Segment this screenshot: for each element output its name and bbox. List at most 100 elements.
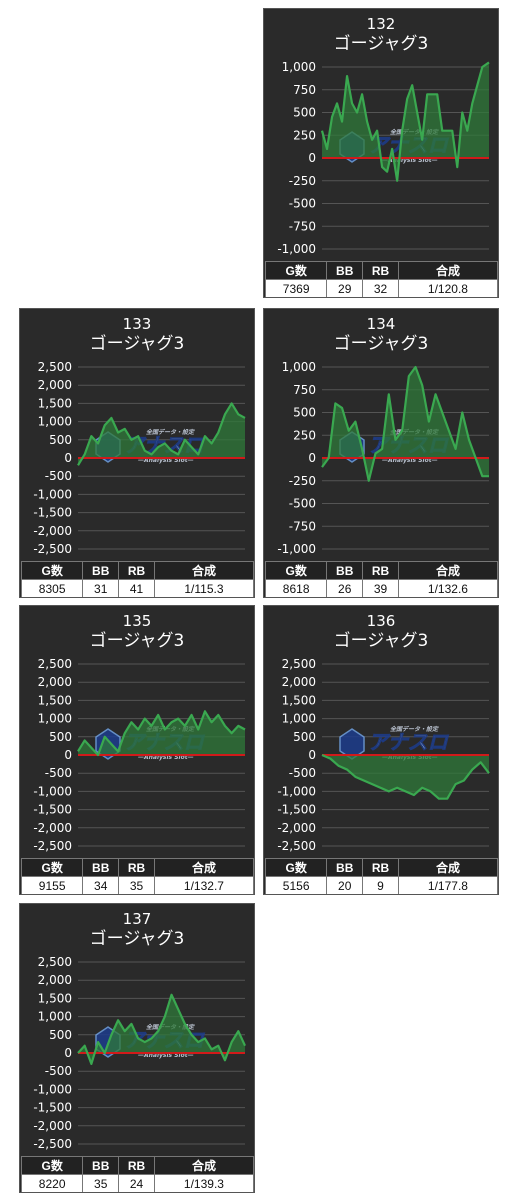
rb-value: 35	[118, 876, 155, 894]
y-tick-label: 2,000	[38, 973, 72, 987]
y-tick-label: -1,000	[33, 784, 72, 798]
rb-header: RB	[362, 561, 399, 580]
y-tick-label: 2,000	[38, 675, 72, 689]
bb-header: BB	[326, 561, 364, 580]
series-line	[77, 710, 246, 757]
y-tick-label: -750	[289, 219, 316, 233]
stats-table: G数 BB RB 合成 8618 26 39 1/132.6	[264, 561, 498, 597]
y-tick-label: 250	[293, 128, 316, 142]
stats-table: G数 BB RB 合成 8220 35 24 1/139.3	[20, 1156, 254, 1192]
bb-value: 35	[82, 1174, 120, 1192]
games-value: 8220	[20, 1174, 84, 1192]
games-value: 5156	[264, 876, 328, 894]
stats-table: G数 BB RB 合成 8305 31 41 1/115.3	[20, 561, 254, 597]
slump-graph: 2,500 2,000 1,500 1,000 500 0 -500 -1,000 -1,500…	[33, 360, 246, 556]
y-tick-label: 2,500	[38, 955, 72, 969]
y-tick-label: -1,000	[277, 784, 316, 798]
bb-header: BB	[326, 261, 364, 280]
rb-value: 39	[362, 579, 399, 597]
stats-table: G数 BB RB 合成 9155 34 35 1/132.7	[20, 858, 254, 894]
games-value: 7369	[264, 279, 328, 297]
rb-header: RB	[362, 858, 399, 877]
y-tick-label: 0	[308, 451, 316, 465]
machine-card-134[interactable]: 134 ゴージャグ3 1,000 750 500 250 0 -250 -500 -750 -1…	[263, 308, 499, 598]
y-tick-label: 1,500	[38, 991, 72, 1005]
machine-card-136[interactable]: 136 ゴージャグ3 2,500 2,000 1,500 1,000 500 0 -500 -…	[263, 605, 499, 895]
y-tick-label: 500	[293, 406, 316, 420]
y-tick-label: -500	[289, 766, 316, 780]
machine-number: 132	[366, 15, 396, 33]
games-value: 8618	[264, 579, 328, 597]
machine-name: ゴージャグ3	[89, 929, 185, 949]
series-area	[78, 403, 245, 466]
watermark-subtext: —Analysis Slot—	[138, 754, 194, 761]
y-tick-label: -500	[45, 766, 72, 780]
series-line	[321, 365, 489, 482]
machine-number: 134	[366, 315, 396, 333]
y-tick-label: -750	[289, 519, 316, 533]
y-tick-label: 0	[64, 451, 72, 465]
y-tick-label: 1,000	[282, 360, 316, 374]
y-tick-label: 2,500	[38, 657, 72, 671]
y-tick-label: -1,500	[33, 506, 72, 520]
combined-value: 1/132.6	[397, 579, 498, 597]
y-tick-label: 2,000	[282, 675, 316, 689]
machine-card-133[interactable]: 133 ゴージャグ3 2,500 2,000 1,500 1,000 500 0 -500 -…	[19, 308, 255, 598]
watermark-subtext: —Analysis Slot—	[382, 157, 438, 164]
games-header: G数	[264, 561, 328, 580]
y-tick-label: 1,500	[282, 693, 316, 707]
series-area	[322, 62, 489, 181]
series-area	[78, 711, 245, 755]
combined-header: 合成	[397, 858, 498, 877]
bb-header: BB	[82, 858, 120, 877]
bb-value: 29	[326, 279, 364, 297]
combined-header: 合成	[397, 561, 498, 580]
games-value: 8305	[20, 579, 84, 597]
slump-graph: 1,0007505002500-250-500-750-1,000全国データ・設…	[277, 60, 490, 256]
machine-number: 133	[122, 315, 152, 333]
y-tick-label: 500	[293, 106, 316, 120]
y-tick-label: -2,500	[33, 542, 72, 556]
y-tick-label: 2,500	[38, 360, 72, 374]
bb-header: BB	[326, 858, 364, 877]
machine-card-137[interactable]: 137 ゴージャグ3 2,500 2,000 1,500 1,000 500 0 -500 -…	[19, 903, 255, 1193]
y-tick-label: 1,000	[282, 712, 316, 726]
machine-card-135[interactable]: 135 ゴージャグ3 2,500 2,000 1,500 1,000 500 0 -500 -…	[19, 605, 255, 895]
y-tick-label: 2,000	[38, 378, 72, 392]
y-tick-label: -500	[45, 1064, 72, 1078]
watermark-small-text: 全国データ・設定	[390, 725, 439, 733]
machine-name: ゴージャグ3	[89, 631, 185, 651]
combined-header: 合成	[397, 261, 498, 280]
y-tick-label: -1,500	[33, 803, 72, 817]
series-area	[322, 755, 489, 799]
y-tick-label: 500	[49, 1028, 72, 1042]
bb-header: BB	[82, 1156, 120, 1175]
machine-number: 136	[366, 612, 396, 630]
y-tick-label: -2,500	[277, 839, 316, 853]
rb-value: 41	[118, 579, 155, 597]
y-tick-label: -2,000	[33, 821, 72, 835]
combined-header: 合成	[153, 858, 254, 877]
watermark-brand: アナスロ	[368, 730, 450, 754]
slump-graph: 2,500 2,000 1,500 1,000 500 0 -500 -1,000 -1,500…	[277, 657, 490, 853]
stats-table: G数 BB RB 合成 7369 29 32 1/120.8	[264, 261, 498, 297]
y-tick-label: -500	[289, 497, 316, 511]
y-tick-label: -2,000	[33, 524, 72, 538]
y-tick-label: 1,000	[38, 415, 72, 429]
bb-value: 34	[82, 876, 120, 894]
games-header: G数	[264, 858, 328, 877]
y-tick-label: -250	[289, 174, 316, 188]
rb-value: 24	[118, 1174, 155, 1192]
games-header: G数	[20, 858, 84, 877]
machine-name: ゴージャグ3	[89, 334, 185, 354]
rb-header: RB	[118, 858, 155, 877]
y-tick-label: -500	[45, 469, 72, 483]
machine-card-132[interactable]: 132 ゴージャグ3 1,000 750 500 250 0 -250 -500 -750 -1…	[263, 8, 499, 298]
y-tick-label: -1,500	[33, 1101, 72, 1115]
bb-header: BB	[82, 561, 120, 580]
machine-number: 137	[122, 910, 152, 928]
combined-value: 1/120.8	[397, 279, 498, 297]
y-tick-label: 500	[293, 730, 316, 744]
y-tick-label: -2,500	[33, 1137, 72, 1151]
bb-value: 20	[326, 876, 364, 894]
